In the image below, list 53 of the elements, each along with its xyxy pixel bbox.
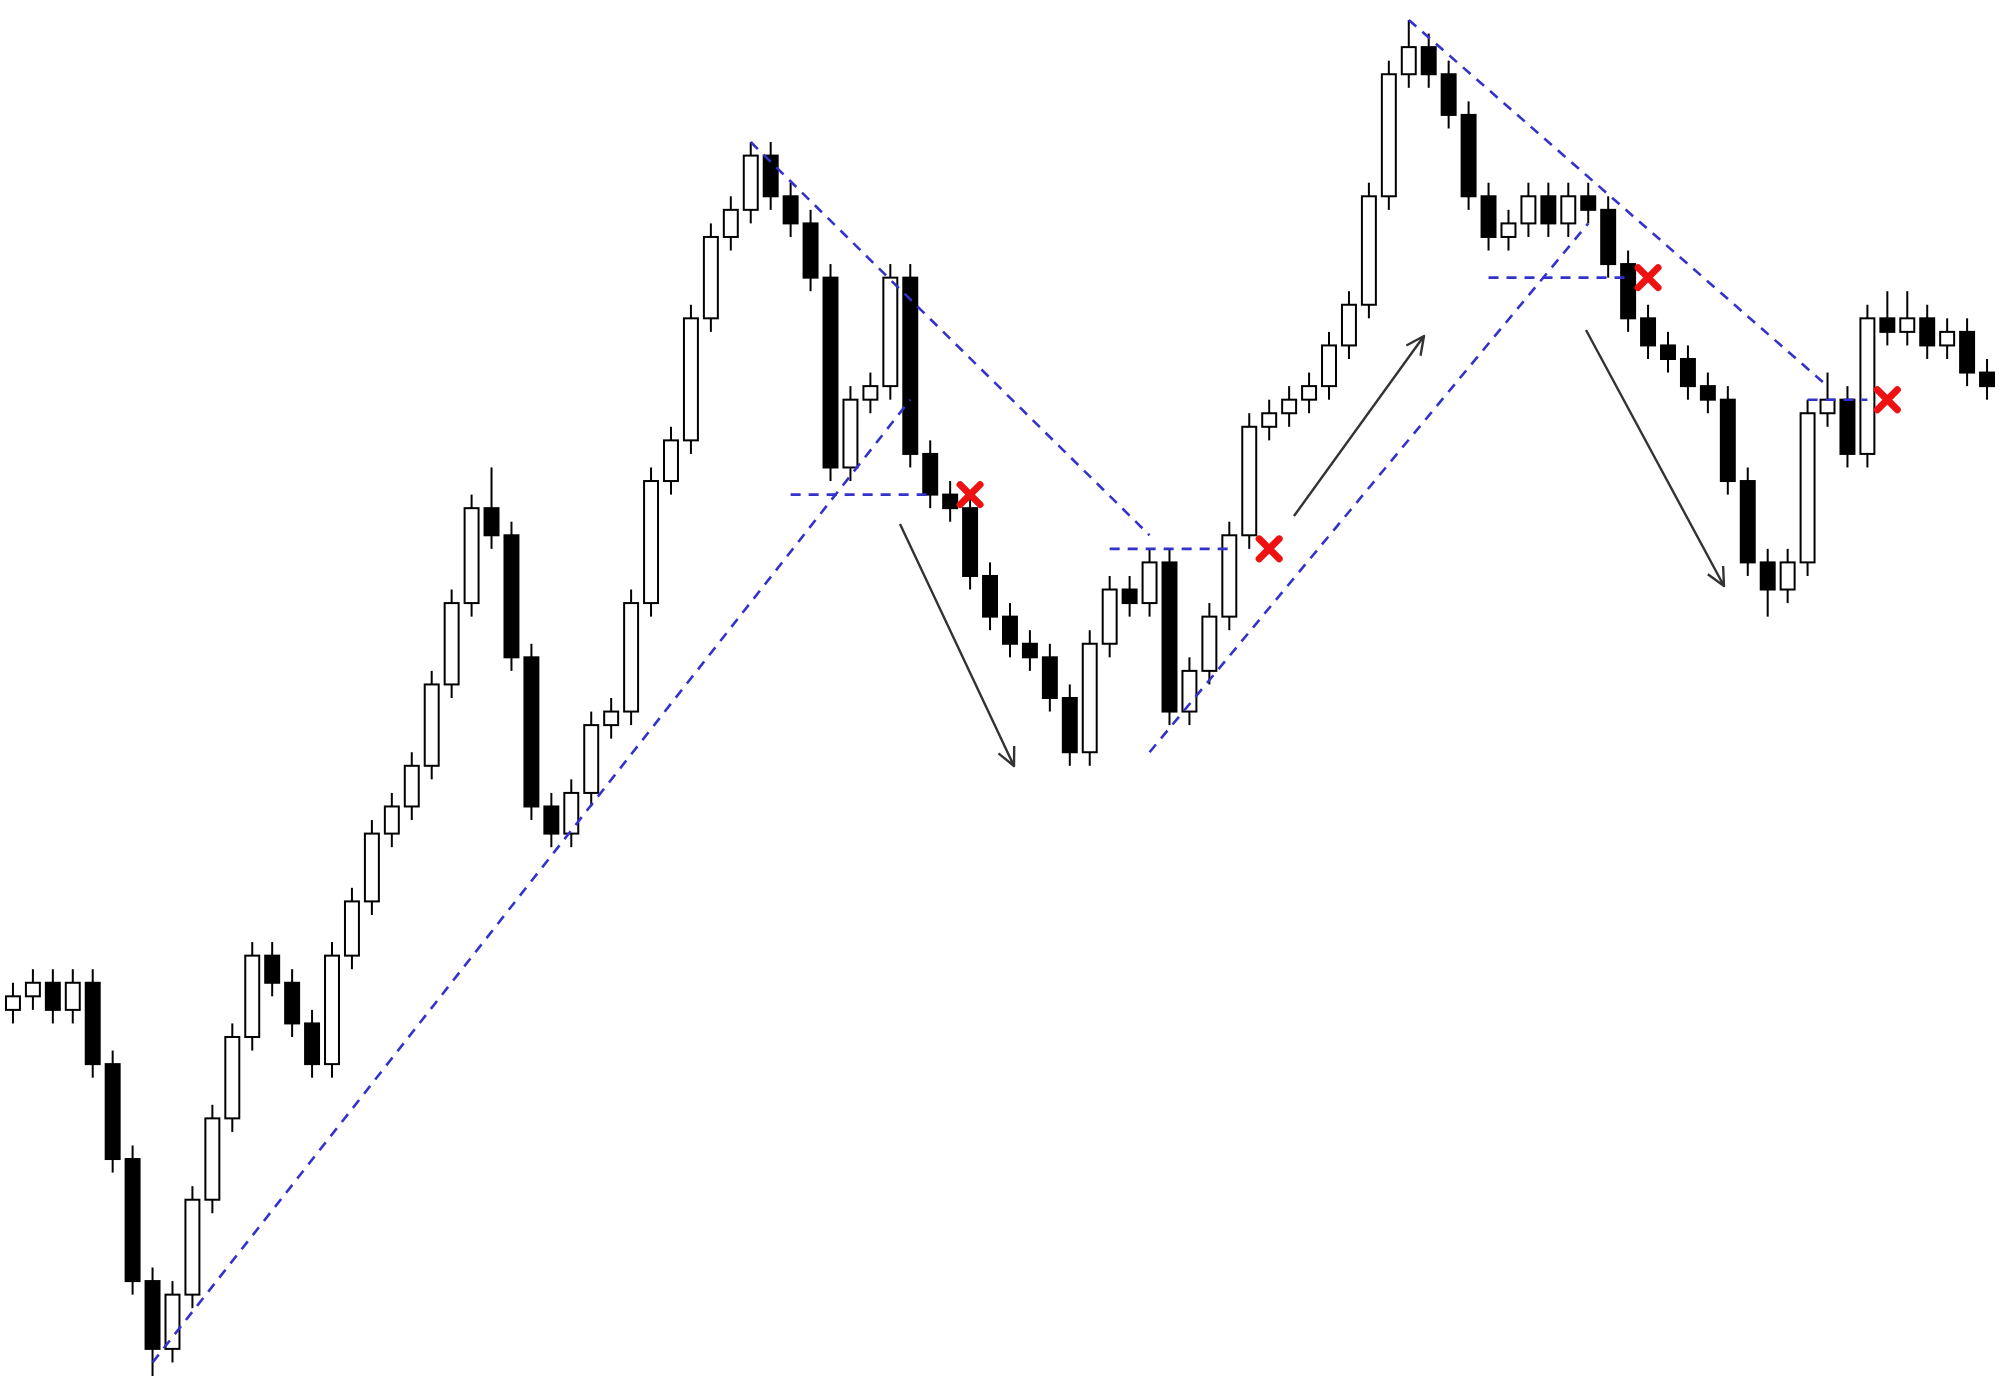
- candlestick: [403, 751, 420, 822]
- candlestick: [942, 480, 959, 523]
- candlestick: [1779, 547, 1796, 605]
- candlestick: [1580, 181, 1597, 225]
- candlestick: [1021, 629, 1038, 672]
- candlestick: [862, 371, 879, 415]
- candlestick: [1340, 290, 1357, 360]
- candlestick: [722, 195, 739, 252]
- candlestick: [1939, 317, 1956, 360]
- candlestick: [24, 968, 41, 1011]
- candlestick: [1959, 317, 1976, 388]
- candlestick: [1699, 371, 1716, 415]
- candlestick: [1759, 547, 1776, 618]
- candlestick: [1540, 181, 1557, 238]
- candlestick: [1679, 344, 1696, 401]
- candlestick: [1041, 642, 1058, 713]
- candlestick: [1261, 398, 1278, 442]
- candlestick: [782, 181, 799, 238]
- candlestick: [1899, 290, 1916, 347]
- candlestick: [1879, 290, 1896, 347]
- candlestick: [304, 1008, 321, 1079]
- point: [956, 481, 984, 509]
- candlestick: [982, 561, 999, 632]
- candlestick: [1919, 303, 1936, 360]
- candlestick: [44, 968, 61, 1025]
- point: [1873, 386, 1901, 414]
- candlestick: [264, 941, 281, 998]
- candlestick: [383, 791, 400, 849]
- candlestick: [64, 968, 81, 1025]
- point: [1255, 535, 1283, 563]
- candlestick: [1440, 59, 1457, 130]
- candlestick: [1121, 574, 1138, 618]
- candlestick: [1281, 385, 1298, 428]
- candlestick: [1660, 330, 1676, 374]
- candlestick: [663, 425, 679, 496]
- candlestick: [1181, 656, 1198, 727]
- candlestick: [1520, 181, 1537, 238]
- candlestick: [1979, 358, 1996, 401]
- candlestick: [284, 968, 301, 1038]
- candlestick: [762, 141, 779, 211]
- candlestick: [543, 791, 560, 849]
- candlestick: [1560, 181, 1577, 238]
- candlestick: [1321, 330, 1337, 401]
- point: [1634, 264, 1662, 292]
- candlestick: [1141, 547, 1158, 618]
- candlestick: [922, 439, 939, 510]
- candlestick: [1400, 19, 1417, 89]
- candlestick: [1420, 32, 1437, 89]
- candlestick: [1301, 371, 1318, 415]
- candlestick: [563, 778, 580, 849]
- candlestick: [1001, 602, 1018, 659]
- candlestick: [603, 697, 620, 740]
- candlestick: [1640, 303, 1657, 360]
